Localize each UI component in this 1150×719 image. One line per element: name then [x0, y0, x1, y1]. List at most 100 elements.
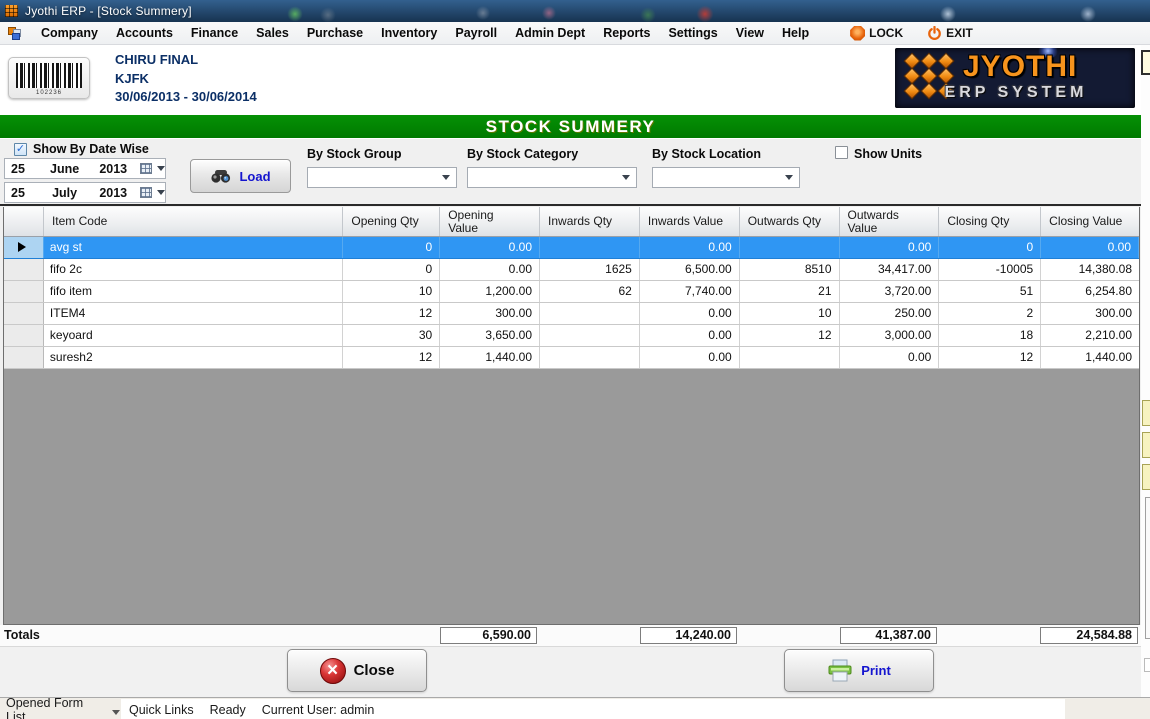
menu-settings[interactable]: Settings [668, 26, 718, 40]
lock-button[interactable]: LOCK [844, 24, 909, 43]
action-button-bar: × Close Print [0, 647, 1150, 697]
financial-period: 30/06/2013 - 30/06/2014 [115, 89, 257, 104]
menu-inventory[interactable]: Inventory [381, 26, 438, 40]
row-selector[interactable] [4, 237, 44, 258]
right-edge-artifact [1142, 464, 1150, 490]
header-closing-value[interactable]: Closing Value [1049, 214, 1123, 228]
close-button[interactable]: × Close [287, 649, 427, 692]
stock-location-dropdown[interactable] [652, 167, 800, 188]
to-date-picker[interactable]: 25 July 2013 [4, 182, 166, 203]
logo-text-jyothi: JYOTHI [963, 50, 1078, 83]
header-item-code[interactable]: Item Code [44, 207, 344, 236]
cell-inwards-qty [540, 303, 640, 324]
cell-opening-value: 300.00 [440, 303, 541, 324]
cell-inwards-value: 7,740.00 [640, 281, 740, 302]
stock-category-dropdown[interactable] [467, 167, 637, 188]
row-selector[interactable] [4, 325, 44, 346]
header-opening-value[interactable]: Opening Value [440, 207, 541, 236]
cell-opening-value: 1,200.00 [440, 281, 541, 302]
chevron-down-icon [157, 166, 165, 171]
chevron-down-icon [785, 175, 793, 180]
menu-help[interactable]: Help [782, 26, 810, 40]
grid-header-row: Item Code Opening Qty Opening Value Inwa… [4, 207, 1139, 237]
opened-form-list-dropdown[interactable]: Opened Form List [0, 698, 120, 719]
title-bar: Jyothi ERP - [Stock Summery] [0, 0, 1150, 22]
cell-outwards-qty: 10 [740, 303, 840, 324]
menu-sales[interactable]: Sales [256, 26, 289, 40]
company-info: CHIRU FINAL KJFK 30/06/2013 - 30/06/2014 [115, 51, 257, 107]
header-inwards-value[interactable]: Inwards Value [640, 207, 740, 236]
header-outwards-qty[interactable]: Outwards Qty [740, 207, 840, 236]
cell-inwards-qty: 1625 [540, 259, 640, 280]
stock-summary-grid: Item Code Opening Qty Opening Value Inwa… [3, 207, 1140, 625]
table-row[interactable]: fifo item 10 1,200.00 62 7,740.00 21 3,7… [4, 281, 1139, 303]
menu-admin-dept[interactable]: Admin Dept [515, 26, 586, 40]
menu-purchase[interactable]: Purchase [306, 26, 364, 40]
cell-inwards-value: 0.00 [640, 237, 740, 258]
cell-outwards-value: 0.00 [840, 237, 940, 258]
calendar-icon [140, 187, 152, 198]
show-units-label: Show Units [854, 147, 923, 161]
current-row-arrow-icon [18, 242, 26, 252]
cell-opening-qty: 12 [343, 347, 441, 368]
print-button[interactable]: Print [784, 649, 934, 692]
row-selector[interactable] [4, 347, 44, 368]
table-row[interactable]: ITEM4 12 300.00 0.00 10 250.00 2 300.00 [4, 303, 1139, 325]
cell-opening-qty: 0 [343, 259, 441, 280]
cell-closing-qty: 18 [939, 325, 1042, 346]
row-selector[interactable] [4, 259, 44, 280]
cell-opening-value: 0.00 [440, 259, 541, 280]
exit-button[interactable]: EXIT [921, 24, 979, 43]
total-inwards-value: 14,240.00 [640, 627, 737, 644]
calendar-icon [140, 163, 152, 174]
menu-payroll[interactable]: Payroll [455, 26, 498, 40]
show-units-checkbox[interactable] [835, 146, 848, 159]
load-button[interactable]: Load [190, 159, 291, 193]
branch-code: KJFK [115, 70, 149, 86]
menu-view[interactable]: View [735, 26, 765, 40]
row-selector[interactable] [4, 303, 44, 324]
cell-closing-qty: 2 [939, 303, 1042, 324]
header-inwards-qty[interactable]: Inwards Qty [540, 207, 640, 236]
show-by-date-wise-checkbox[interactable]: ✓ [14, 143, 27, 156]
by-stock-location-label: By Stock Location [652, 147, 762, 161]
report-header: 102236 CHIRU FINAL KJFK 30/06/2013 - 30/… [0, 45, 1150, 115]
cell-closing-qty: 51 [939, 281, 1042, 302]
chevron-down-icon [442, 175, 450, 180]
app-waffle-icon [5, 5, 18, 17]
header-outwards-value[interactable]: Outwards Value [840, 207, 940, 236]
from-year: 2013 [99, 161, 128, 176]
menu-company[interactable]: Company [41, 26, 98, 40]
menu-accounts[interactable]: Accounts [115, 26, 173, 40]
status-info: Quick Links Ready Current User: admin [121, 699, 1065, 719]
from-date-picker[interactable]: 25 June 2013 [4, 158, 166, 179]
barcode-number: 102236 [35, 90, 63, 96]
close-icon: × [319, 657, 346, 684]
table-row[interactable]: suresh2 12 1,440.00 0.00 0.00 12 1,440.0… [4, 347, 1139, 369]
cell-inwards-value: 6,500.00 [640, 259, 740, 280]
page-title: STOCK SUMMERY [0, 115, 1141, 138]
table-row[interactable]: fifo 2c 0 0.00 1625 6,500.00 8510 34,417… [4, 259, 1139, 281]
right-edge-artifact [1142, 400, 1150, 426]
row-selector[interactable] [4, 281, 44, 302]
stock-group-dropdown[interactable] [307, 167, 457, 188]
printer-icon [828, 659, 852, 681]
menu-bar: Company Accounts Finance Sales Purchase … [0, 22, 1150, 45]
table-row[interactable]: avg st 0 0.00 0.00 0.00 0 0.00 [4, 237, 1139, 259]
grid-top-border [0, 204, 1150, 206]
filter-panel: ✓ Show By Date Wise 25 June 2013 25 July… [0, 138, 1150, 204]
menu-reports[interactable]: Reports [603, 26, 651, 40]
status-bar: Opened Form List Quick Links Ready Curre… [0, 697, 1150, 719]
header-closing-qty[interactable]: Closing Qty [939, 207, 1042, 236]
right-edge-artifact [1145, 497, 1150, 639]
menu-finance[interactable]: Finance [190, 26, 239, 40]
cell-outwards-qty [740, 347, 840, 368]
cell-item-code: fifo item [44, 281, 344, 302]
total-opening-value: 6,590.00 [440, 627, 537, 644]
cell-closing-value: 2,210.00 [1085, 328, 1132, 342]
show-by-date-wise-label: Show By Date Wise [33, 142, 149, 156]
header-opening-qty[interactable]: Opening Qty [343, 207, 441, 236]
cell-item-code: suresh2 [44, 347, 344, 368]
table-row[interactable]: keyoard 30 3,650.00 0.00 12 3,000.00 18 … [4, 325, 1139, 347]
